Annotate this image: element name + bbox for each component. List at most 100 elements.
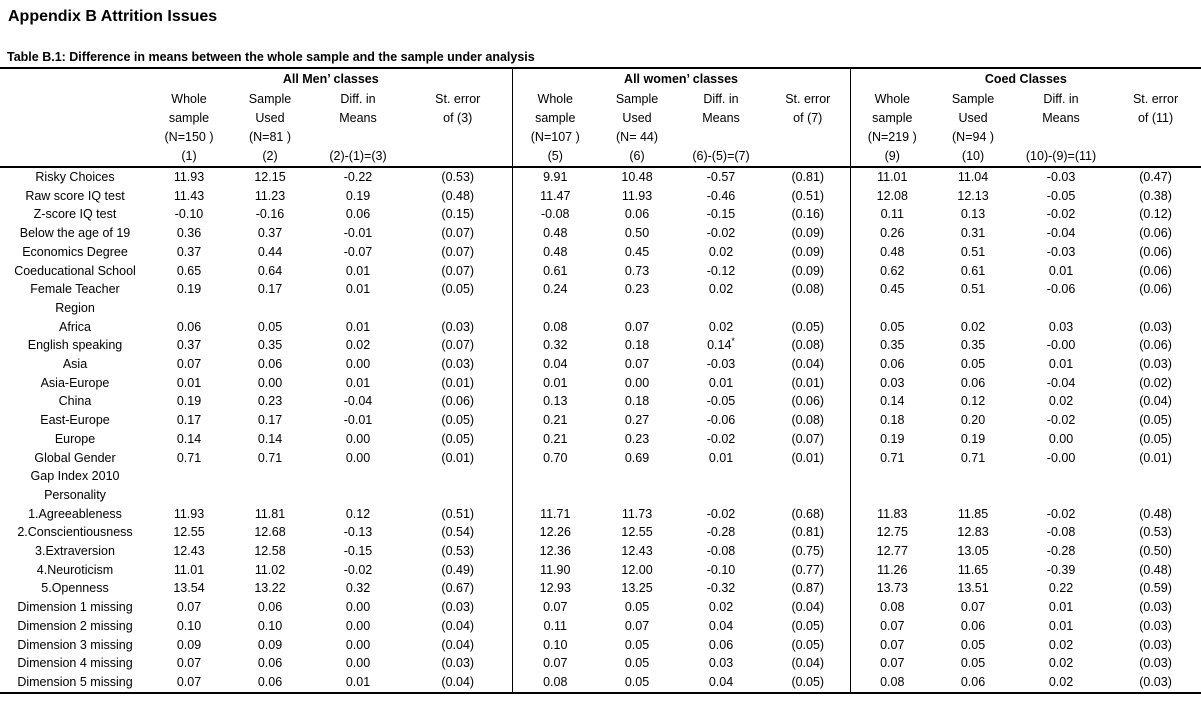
value-cell: (0.48): [1139, 562, 1172, 577]
value-cell: 0.26: [849, 224, 935, 243]
table-row: Below the age of 19 0.36 0.37 -0.01 (0.07) 0.…: [0, 224, 1201, 243]
value-cell: -0.08: [511, 205, 599, 225]
value-cell: 0.07: [511, 654, 599, 673]
group-header-coed: Coed Classes: [849, 68, 1201, 90]
value-cell: 0.14: [257, 431, 283, 446]
value-cell: (0.05): [791, 674, 825, 689]
value-cell: 13.51: [957, 581, 989, 596]
value-cell: (0.49): [441, 562, 475, 577]
value-cell: [849, 485, 935, 505]
value-cell: 0.05: [624, 656, 650, 671]
table-row: English speaking 0.37 0.35 0.02 (0.07) 0.32 0.…: [0, 336, 1201, 356]
value-cell: 12.55: [621, 525, 653, 540]
value-cell: (0.15): [441, 207, 475, 222]
value-cell: 0.64: [257, 263, 283, 278]
value-cell: [312, 486, 404, 505]
column-number: (2): [262, 149, 278, 163]
row-label: 5.Openness: [41, 581, 109, 596]
value-cell: 0.37: [257, 226, 283, 241]
group-header-men: All Men’ classes: [282, 72, 379, 86]
value-cell: 12.55: [173, 525, 205, 540]
value-cell: [1012, 299, 1110, 318]
column-header: Whole sample (N=219 ): [849, 90, 935, 147]
value-cell: (0.06): [1139, 282, 1172, 297]
value-cell: -0.04: [1046, 226, 1076, 241]
value-cell: 11.71: [511, 504, 599, 524]
value-cell: 0.08: [849, 672, 935, 693]
value-cell: [766, 486, 850, 505]
value-cell: (0.03): [441, 600, 475, 615]
value-cell: (0.07): [441, 244, 475, 259]
value-cell: [766, 467, 850, 486]
value-cell: 0.07: [176, 674, 202, 689]
column-number: (2)-(1)=(3): [329, 149, 387, 163]
value-cell: [1110, 486, 1201, 505]
value-cell: 0.05: [960, 357, 986, 372]
value-cell: -0.03: [1046, 244, 1076, 259]
value-cell: -0.00: [1046, 338, 1076, 353]
value-cell: 0.06: [257, 656, 283, 671]
value-cell: [1110, 299, 1201, 318]
value-cell: 0.00: [345, 618, 371, 633]
value-cell: -0.12: [706, 263, 736, 278]
value-cell: 0.00: [257, 375, 283, 390]
value-cell: (0.08): [791, 338, 825, 353]
value-cell: [849, 467, 935, 486]
row-label: Dimension 2 missing: [17, 618, 133, 633]
table-row: China 0.19 0.23 -0.04 (0.06) 0.13 0.18 -0.05 (0.…: [0, 392, 1201, 412]
value-cell: -0.39: [1046, 562, 1076, 577]
value-cell: (0.03): [1139, 319, 1172, 334]
table-header: All Men’ classes All women’ classes Coed…: [0, 68, 1201, 167]
column-number: (6)-(5)=(7): [692, 149, 750, 163]
value-cell: 0.00: [345, 357, 371, 372]
value-cell: 0.27: [624, 413, 650, 428]
table-row: 3.Extraversion 12.43 12.58 -0.15 (0.53) 12.36…: [0, 542, 1201, 561]
value-cell: 0.62: [849, 261, 935, 281]
value-cell: -0.08: [1046, 525, 1076, 540]
value-cell: (0.06): [1139, 263, 1172, 278]
table-row: Gap Index 2010: [0, 467, 1201, 486]
value-cell: 0.02: [1048, 656, 1074, 671]
row-label: Personality: [44, 487, 106, 502]
value-cell: 0.01: [1048, 357, 1074, 372]
value-cell: 0.00: [345, 450, 371, 465]
value-cell: 0.06: [624, 207, 650, 222]
value-cell: 0.48: [849, 242, 935, 262]
value-cell: 11.01: [173, 562, 205, 577]
value-cell: 11.47: [511, 186, 599, 206]
row-label: Asia-Europe: [40, 375, 110, 390]
row-label: Dimension 3 missing: [17, 637, 133, 652]
value-cell: (0.51): [441, 506, 475, 521]
row-label: Dimension 1 missing: [17, 600, 133, 615]
value-cell: 9.91: [511, 167, 599, 187]
value-cell: 0.01: [511, 373, 599, 393]
value-cell: (0.04): [791, 600, 825, 615]
value-cell: 0.06: [960, 618, 986, 633]
value-cell: 0.44: [257, 244, 283, 259]
value-cell: (0.81): [791, 525, 825, 540]
value-cell: 0.05: [960, 637, 986, 652]
column-header: St. error of (3): [435, 92, 481, 125]
value-cell: -0.15: [706, 207, 736, 222]
column-header: Whole sample (N=107 ): [511, 90, 599, 147]
value-cell: 0.06: [960, 375, 986, 390]
value-cell: [676, 486, 766, 505]
value-cell: 0.19: [849, 429, 935, 449]
value-cell: -0.01: [343, 226, 373, 241]
value-cell: [676, 299, 766, 318]
value-cell: -0.03: [706, 357, 736, 372]
value-cell: (0.50): [1139, 544, 1172, 559]
value-cell: (0.03): [441, 656, 475, 671]
value-cell: -0.02: [1046, 413, 1076, 428]
row-label: Europe: [54, 431, 96, 446]
value-cell: 0.21: [511, 429, 599, 449]
value-cell: [404, 486, 512, 505]
value-cell: (0.59): [1139, 581, 1172, 596]
value-cell: 0.01: [345, 263, 371, 278]
column-number: (1): [181, 149, 197, 163]
value-cell: (0.09): [791, 244, 825, 259]
value-cell: 0.21: [511, 411, 599, 430]
value-cell: (0.02): [1139, 375, 1172, 390]
value-cell: 0.19: [960, 431, 986, 446]
value-cell: 0.69: [624, 450, 650, 465]
